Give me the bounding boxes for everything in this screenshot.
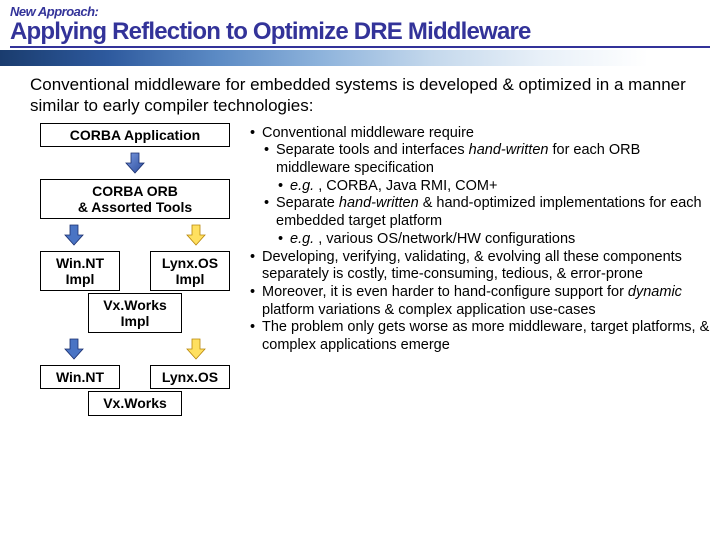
text: Separate: [276, 195, 339, 211]
text: , CORBA, Java RMI, COM+: [314, 178, 497, 194]
text-emphasis: hand-written: [469, 142, 549, 158]
text: platform variations & complex applicatio…: [262, 302, 596, 318]
text: Moreover, it is even harder to hand-conf…: [262, 284, 628, 300]
intro-text: Conventional middleware for embedded sys…: [0, 72, 720, 123]
box-line: Lynx.OS: [162, 255, 218, 271]
list-item: Separate hand-written & hand-optimized i…: [264, 195, 710, 230]
text-emphasis: e.g.: [290, 231, 314, 247]
box-line: & Assorted Tools: [78, 199, 192, 215]
arrow-down-icon: [63, 337, 85, 361]
bullet-list: Conventional middleware require Separate…: [250, 123, 710, 416]
list-item: Moreover, it is even harder to hand-conf…: [250, 284, 710, 319]
box-lynxos: Lynx.OS: [150, 365, 230, 389]
box-line: Win.NT: [56, 255, 104, 271]
arrow-down-icon: [63, 223, 85, 247]
box-line: Impl: [176, 271, 205, 287]
box-vxworks: Vx.Works: [88, 391, 182, 415]
list-item: e.g. , various OS/network/HW configurati…: [278, 231, 710, 249]
list-item: Developing, verifying, validating, & evo…: [250, 249, 710, 284]
list-item: Separate tools and interfaces hand-writt…: [264, 142, 710, 177]
box-winnt-impl: Win.NT Impl: [40, 251, 120, 291]
box-line: CORBA ORB: [92, 183, 178, 199]
text: Separate tools and interfaces: [276, 142, 469, 158]
list-item: The problem only gets worse as more midd…: [250, 319, 710, 354]
list-item: Conventional middleware require: [250, 125, 710, 143]
list-item: e.g. , CORBA, Java RMI, COM+: [278, 178, 710, 196]
kicker: New Approach:: [10, 4, 710, 19]
text-emphasis: dynamic: [628, 284, 682, 300]
box-corba-app: CORBA Application: [40, 123, 230, 147]
page-title: Applying Reflection to Optimize DRE Midd…: [10, 19, 710, 48]
box-vxworks-impl: Vx.Works Impl: [88, 293, 182, 333]
box-line: Impl: [121, 313, 150, 329]
banner-decoration: [0, 50, 720, 66]
box-lynxos-impl: Lynx.OS Impl: [150, 251, 230, 291]
box-corba-orb: CORBA ORB & Assorted Tools: [40, 179, 230, 219]
text: , various OS/network/HW configurations: [314, 231, 575, 247]
text-emphasis: e.g.: [290, 178, 314, 194]
arrow-down-icon: [185, 223, 207, 247]
box-winnt: Win.NT: [40, 365, 120, 389]
arrow-down-icon: [124, 151, 146, 175]
text-emphasis: hand-written: [339, 195, 419, 211]
box-line: Impl: [66, 271, 95, 287]
flowchart: CORBA Application CORBA ORB & Assorted T…: [26, 123, 244, 416]
arrow-down-icon: [185, 337, 207, 361]
box-line: Vx.Works: [103, 297, 167, 313]
